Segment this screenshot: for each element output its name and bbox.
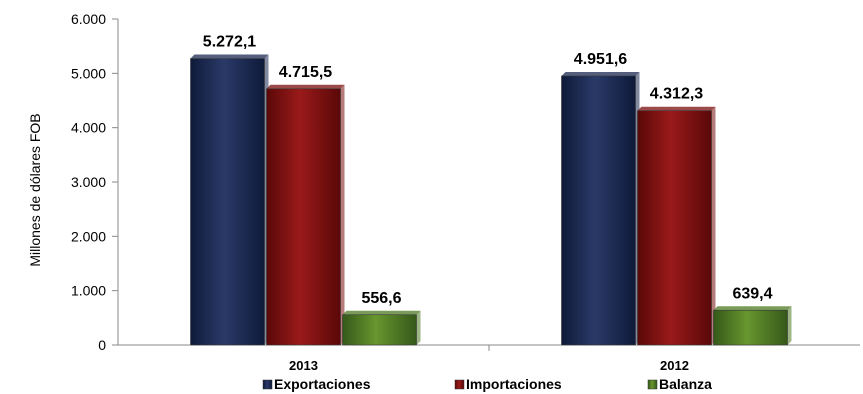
data-label: 556,6 xyxy=(361,290,401,307)
legend-item-balanza: Balanza xyxy=(647,376,712,392)
y-tick-label: 0 xyxy=(98,337,106,353)
y-tick-label: 5.000 xyxy=(71,65,106,81)
data-label: 4.312,3 xyxy=(650,86,703,103)
bar-top-face xyxy=(713,306,792,311)
bar-importaciones-2012 xyxy=(637,106,716,346)
bar-side-face xyxy=(416,310,421,345)
y-tick-label: 2.000 xyxy=(71,228,106,244)
legend-label: Importaciones xyxy=(466,376,562,392)
legend: Exportaciones Importaciones Balanza xyxy=(262,376,712,392)
bar-exportaciones-2013 xyxy=(190,54,269,346)
legend-swatch xyxy=(262,379,273,390)
y-tick-label: 6.000 xyxy=(71,11,106,27)
bar-top-face xyxy=(266,84,345,89)
data-label: 4.951,6 xyxy=(574,51,627,68)
bar-front-face xyxy=(266,88,341,346)
bar-balanza-2012 xyxy=(713,306,792,346)
legend-label: Exportaciones xyxy=(274,376,371,392)
bar-top-face xyxy=(637,106,716,111)
legend-swatch xyxy=(454,379,465,390)
bar-balanza-2013 xyxy=(342,310,421,346)
bar-front-face xyxy=(561,75,636,346)
y-axis-ticks: 0 1.000 2.000 3.000 4.000 5.000 6.000 xyxy=(71,11,118,353)
bar-top-face xyxy=(561,71,640,76)
bar-front-face xyxy=(713,309,788,346)
bar-side-face xyxy=(340,84,345,345)
bar-front-face xyxy=(637,110,712,346)
data-label: 639,4 xyxy=(732,285,772,302)
x-category-label: 2012 xyxy=(660,358,689,373)
bar-exportaciones-2012 xyxy=(561,71,640,346)
legend-label: Balanza xyxy=(659,376,712,392)
data-label: 4.715,5 xyxy=(279,64,332,81)
legend-item-importaciones: Importaciones xyxy=(454,376,562,392)
y-axis-label: Millones de dólares FOB xyxy=(27,113,43,266)
bar-top-face xyxy=(190,54,269,59)
legend-item-exportaciones: Exportaciones xyxy=(262,376,371,392)
bars xyxy=(190,54,792,346)
data-label: 5.272,1 xyxy=(203,34,256,51)
bar-importaciones-2013 xyxy=(266,84,345,346)
bar-front-face xyxy=(190,58,265,346)
x-axis-categories: 2013 2012 xyxy=(289,345,689,373)
y-tick-label: 3.000 xyxy=(71,174,106,190)
data-labels: 5.272,1 4.715,5 556,6 4.951,6 4.312,3 639,4 xyxy=(203,34,773,307)
bar-front-face xyxy=(342,314,417,346)
y-tick-label: 4.000 xyxy=(71,120,106,136)
legend-swatch xyxy=(647,379,658,390)
bar-side-face xyxy=(787,306,792,345)
y-tick-label: 1.000 xyxy=(71,283,106,299)
bar-side-face xyxy=(711,106,716,345)
bar-top-face xyxy=(342,310,421,315)
x-category-label: 2013 xyxy=(289,358,318,373)
